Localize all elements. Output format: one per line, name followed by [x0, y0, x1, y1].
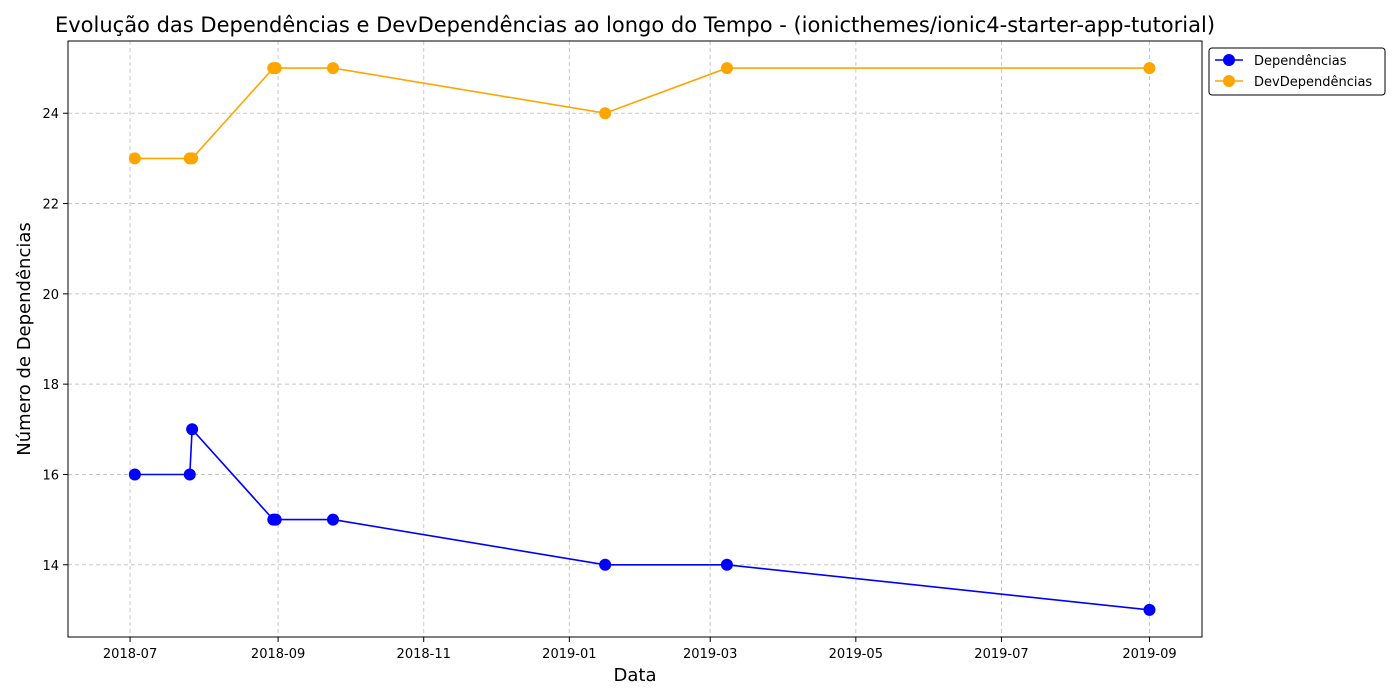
data-point-1 — [720, 62, 733, 75]
data-point-0 — [326, 513, 339, 526]
x-tick-label: 2019-01 — [542, 647, 596, 662]
data-point-0 — [720, 558, 733, 571]
data-point-1 — [186, 152, 199, 165]
plot-frame — [67, 40, 1203, 638]
x-tick-label: 2019-07 — [974, 647, 1028, 662]
y-tick-label: 16 — [42, 468, 59, 483]
legend-marker-dependencias — [1223, 54, 1235, 66]
x-axis: 2018-07 2018-09 2018-11 2019-01 2019-03 2019-… — [103, 637, 1177, 662]
y-axis-label: Número de Dependências — [14, 222, 35, 456]
data-point-0 — [599, 558, 612, 571]
data-point-0 — [183, 468, 196, 481]
chart-title: Evolução das Dependências e DevDependênc… — [55, 13, 1215, 37]
x-tick-label: 2018-07 — [103, 647, 157, 662]
legend-label-devdependencias: DevDependências — [1254, 75, 1372, 90]
data-point-0 — [186, 423, 199, 436]
x-axis-label: Data — [614, 665, 657, 686]
legend-marker-devdependencias — [1223, 75, 1235, 87]
data-point-1 — [269, 62, 282, 75]
legend-frame — [1208, 47, 1386, 96]
data-point-0 — [128, 468, 141, 481]
grid-lines — [68, 41, 1202, 637]
y-tick-label: 20 — [42, 288, 59, 303]
legend: Dependências DevDependências — [1208, 47, 1386, 96]
x-tick-label: 2019-03 — [683, 647, 737, 662]
data-point-1 — [326, 62, 339, 75]
y-tick-label: 24 — [42, 107, 59, 122]
y-tick-label: 18 — [42, 378, 59, 393]
series-layer — [128, 62, 1156, 616]
y-axis: 14 16 18 20 22 24 — [42, 107, 68, 574]
x-tick-label: 2019-05 — [829, 647, 883, 662]
y-tick-label: 22 — [42, 198, 59, 213]
x-tick-label: 2019-09 — [1122, 647, 1176, 662]
data-point-0 — [269, 513, 282, 526]
x-tick-label: 2018-11 — [397, 647, 451, 662]
data-point-1 — [1143, 62, 1156, 75]
data-point-1 — [599, 107, 612, 120]
data-point-1 — [128, 152, 141, 165]
series-line-0 — [134, 427, 1150, 611]
x-tick-label: 2018-09 — [251, 647, 305, 662]
data-point-0 — [1143, 603, 1156, 616]
y-tick-label: 14 — [42, 559, 59, 574]
legend-label-dependencias: Dependências — [1254, 54, 1347, 69]
